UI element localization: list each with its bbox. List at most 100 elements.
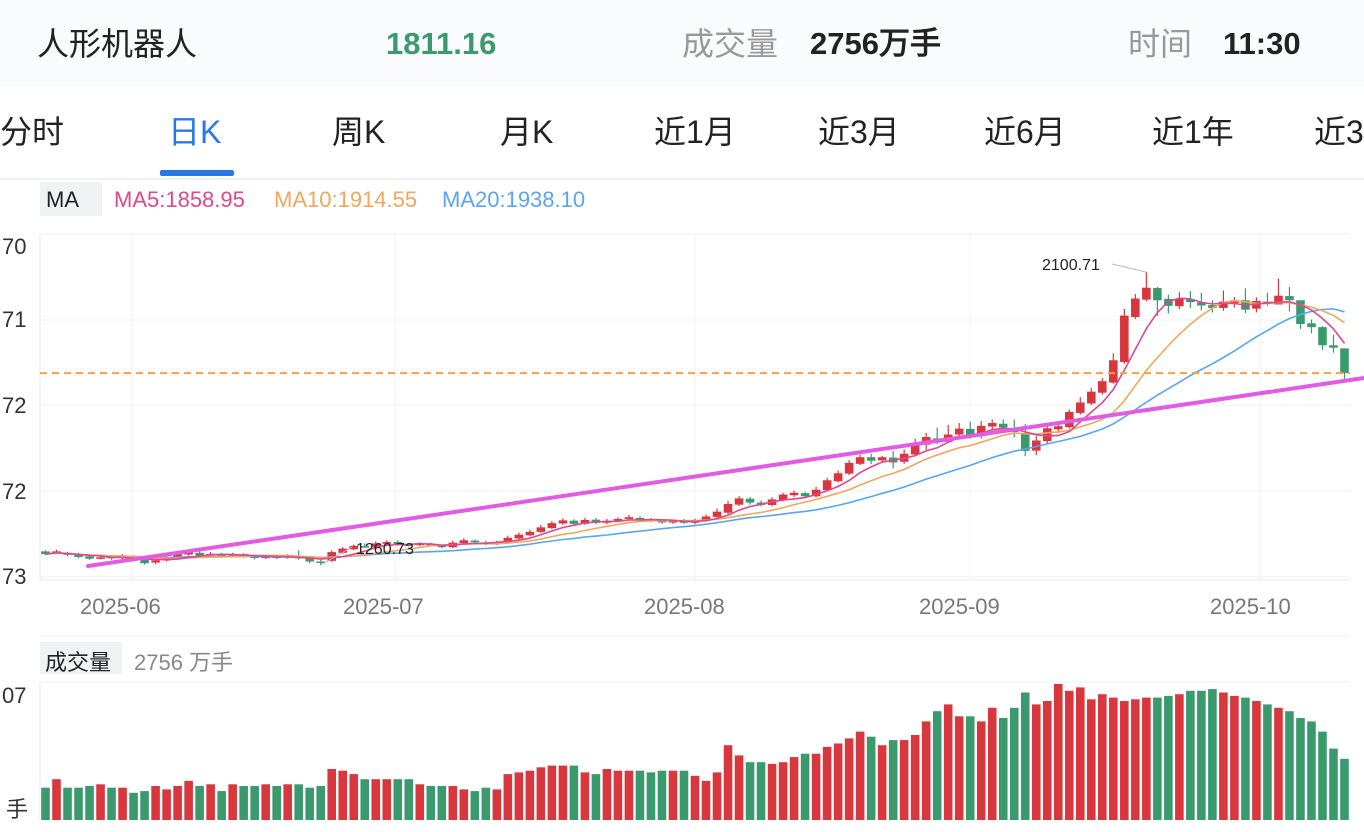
candle-body <box>558 520 568 524</box>
candle-body <box>1318 327 1327 346</box>
candle-body <box>866 457 876 461</box>
volume-bar <box>690 775 700 820</box>
volume-bar <box>932 711 942 820</box>
candle-body <box>536 527 546 532</box>
volume-bar <box>1131 699 1140 820</box>
candle-body <box>1098 381 1107 393</box>
volume-bar <box>415 784 425 820</box>
candle-body <box>195 552 204 556</box>
ma20-value: MA20:1938.10 <box>442 187 586 212</box>
candle-body <box>1175 298 1184 307</box>
chart-grid <box>39 233 1350 820</box>
volume-axis-top: 07 <box>2 683 27 708</box>
volume-bar <box>459 789 469 820</box>
candle-body <box>987 423 997 427</box>
candle-body <box>723 503 733 513</box>
tab-3-years[interactable]: 近3年 <box>1314 114 1364 150</box>
volume-bar <box>1120 701 1129 820</box>
volume-bar <box>1087 699 1096 820</box>
date-axis-label: 2025-09 <box>919 594 1000 619</box>
price-axis-label: 71 <box>2 307 27 332</box>
tab-weekly-k[interactable]: 周K <box>332 114 386 150</box>
volume-bar <box>1053 684 1063 820</box>
chart-annotations: 2100.71 1260.73 <box>320 257 1147 566</box>
candle-body <box>1031 440 1041 451</box>
date-axis-label: 2025-06 <box>80 594 161 619</box>
volume-panel-label: 成交量 <box>45 650 112 675</box>
candle-body <box>635 517 645 521</box>
candle-body <box>316 561 326 564</box>
candle-body <box>1307 323 1316 328</box>
candle-body <box>173 554 182 559</box>
candle-body <box>822 480 832 491</box>
ma-label: MA <box>46 187 79 212</box>
tab-6-months[interactable]: 近6月 <box>984 114 1066 150</box>
period-tab-bar: 分时 日K 周K 月K 近1月 近3月 近6月 近1年 近3年 <box>0 86 1364 180</box>
volume-bar <box>833 743 843 820</box>
ma-selector[interactable] <box>40 182 102 216</box>
low-annotation-label: 1260.73 <box>356 541 414 558</box>
tab-daily-k[interactable]: 日K <box>168 114 222 150</box>
volume-bar <box>261 784 270 820</box>
volume-bar <box>998 718 1008 820</box>
candle-body <box>712 511 722 517</box>
volume-bar <box>547 765 557 820</box>
volume-bar <box>382 779 392 820</box>
volume-bar <box>1307 721 1316 820</box>
volume-bar <box>1098 694 1107 820</box>
volume-bar <box>1031 704 1041 820</box>
volume-bar <box>184 780 193 820</box>
volume-axis-bottom: 手 <box>6 797 29 822</box>
volume-bar <box>448 786 458 820</box>
volume-bar <box>668 770 678 820</box>
candle-body <box>778 494 788 501</box>
volume-bar <box>646 772 656 820</box>
candle-body <box>74 554 83 557</box>
volume-bar <box>514 772 524 820</box>
tab-intraday[interactable]: 分时 <box>0 114 65 150</box>
volume-bar <box>283 784 292 820</box>
volume-bar <box>426 786 436 820</box>
volume-bar <box>481 787 491 820</box>
volume-bar <box>624 770 634 820</box>
volume-bar <box>492 789 502 820</box>
date-axis-label: 2025-10 <box>1210 594 1291 619</box>
candle-body <box>503 537 513 543</box>
candle-body <box>470 540 480 543</box>
candle-body <box>1285 296 1294 301</box>
volume-bar <box>503 774 513 820</box>
tab-1-month[interactable]: 近1月 <box>654 114 736 150</box>
price-axis-label: 72 <box>2 479 27 504</box>
volume-bar <box>393 779 403 820</box>
candle-body <box>833 473 843 482</box>
candle-body <box>1120 315 1129 363</box>
candle-body <box>184 552 193 555</box>
candle-body <box>800 493 810 497</box>
volume-bar <box>778 762 788 820</box>
volume-bar <box>569 765 579 820</box>
volume-bar <box>96 784 105 820</box>
volume-bar <box>41 787 50 820</box>
price-axis-label: 72 <box>2 393 27 418</box>
candle-body <box>41 551 50 555</box>
volume-bar <box>976 721 986 820</box>
volume-bar <box>1186 690 1195 820</box>
candle-body <box>734 498 744 505</box>
volume-bar <box>195 786 204 820</box>
tab-3-months[interactable]: 近3月 <box>818 114 900 150</box>
candle-body <box>459 540 469 544</box>
tab-1-year[interactable]: 近1年 <box>1152 114 1234 150</box>
volume-bar <box>1318 731 1327 820</box>
volume-bar <box>558 765 568 820</box>
volume-bar <box>228 784 237 820</box>
volume-bar <box>107 787 116 820</box>
candle-body <box>1153 288 1162 301</box>
volume-bar <box>1340 758 1349 820</box>
volume-bar <box>85 786 94 820</box>
volume-bar <box>1064 690 1074 820</box>
volume-bar <box>1076 687 1085 820</box>
volume-bar <box>899 740 909 820</box>
candle-body <box>1131 298 1140 318</box>
tab-monthly-k[interactable]: 月K <box>500 114 554 150</box>
